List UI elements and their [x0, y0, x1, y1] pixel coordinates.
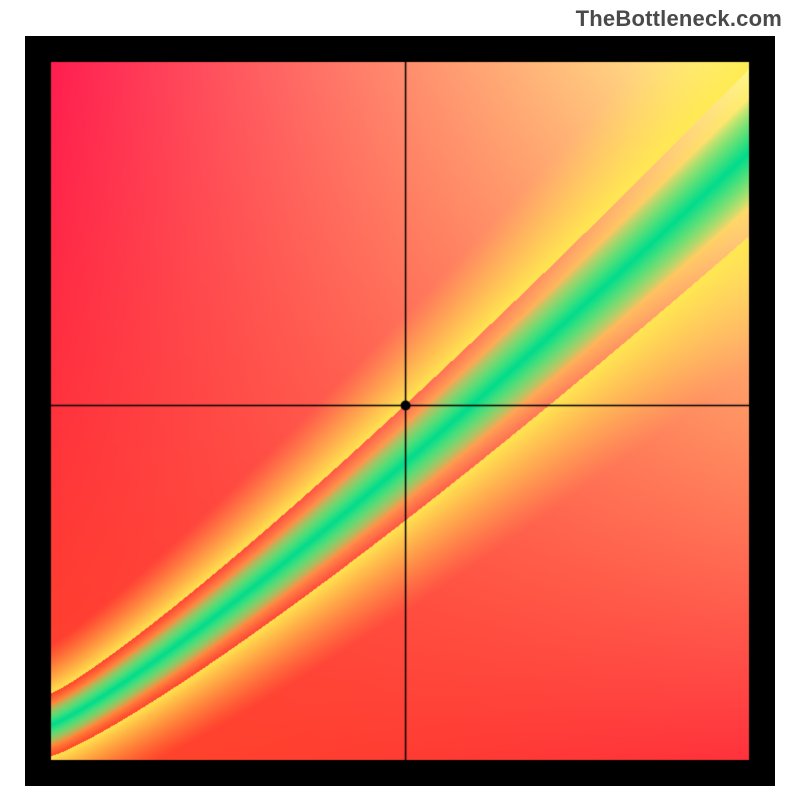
heatmap-canvas	[25, 36, 775, 786]
chart-frame	[25, 36, 775, 786]
attribution-label: TheBottleneck.com	[576, 6, 782, 32]
